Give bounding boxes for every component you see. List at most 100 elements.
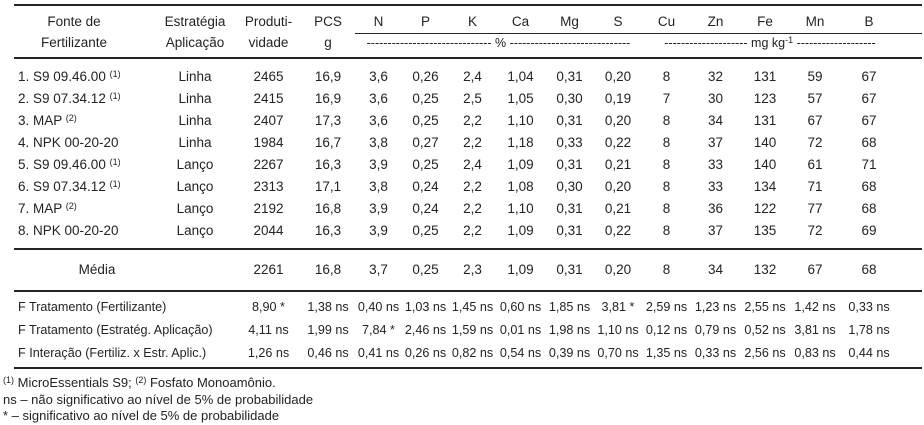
cell-zn: 37 [707, 223, 724, 238]
footnote-ns: ns – não significativo ao nível de 5% de… [3, 391, 314, 407]
cell-b: 68 [861, 135, 877, 150]
cell-p: 0,25 [412, 113, 439, 128]
cell-mn: 59 [807, 69, 823, 84]
cell-fe: 123 [753, 91, 777, 106]
cell-media-s: 0,20 [594, 248, 642, 292]
cell-mn: 77 [807, 201, 823, 216]
cell-mg: 0,31 [556, 223, 583, 238]
cell-k: 2,4 [463, 157, 482, 172]
col-header-produtividade-line2: vidade [236, 33, 301, 59]
cell-ca: 1,04 [507, 69, 534, 84]
cell-mn: 61 [807, 157, 823, 172]
cell-pcs: 17,1 [314, 179, 342, 194]
cell-media-n: 3,7 [355, 248, 402, 292]
cell-mg: 0,31 [556, 201, 583, 216]
cell-media-p: 0,25 [402, 248, 449, 292]
cell-b: 68 [861, 201, 877, 216]
f-test-rows: F Tratamento (Fertilizante) 8,90 * 1,38 ns… [14, 291, 922, 368]
cell-produtividade: 2313 [253, 179, 284, 194]
cell-f-produtividade: 8,90 * [252, 300, 285, 314]
cell-s: 0,19 [604, 91, 632, 106]
fertilizer-source-label: 8. NPK 00-20-20 [18, 223, 119, 238]
cell-cu: 7 [662, 91, 671, 106]
col-header-cu: Cu [642, 5, 691, 34]
col-header-p: P [402, 5, 449, 34]
cell-f-n: 0,41 ns [357, 346, 400, 360]
cell-f-cu: 1,35 ns [645, 346, 688, 360]
table-row: 4. NPK 00-20-20 Linha 1984 16,7 3,8 0,27 2,2 1,… [14, 132, 922, 154]
header-row-2: Fertilizante Aplicação vidade g --------… [14, 33, 922, 59]
cell-f-mg: 1,98 ns [548, 323, 591, 337]
cell-s: 0,21 [604, 157, 632, 172]
cell-f-mn: 0,83 ns [794, 346, 836, 360]
cell-ca: 1,10 [507, 201, 534, 216]
cell-f-pcs: 1,99 ns [307, 323, 349, 337]
col-header-mg: Mg [545, 5, 594, 34]
col-header-fonte-line2: Fertilizante [14, 33, 154, 59]
cell-mn: 57 [807, 91, 823, 106]
cell-fonte: 7. MAP (2) [14, 198, 154, 220]
cell-ca: 1,08 [507, 179, 534, 194]
cell-f-label: F Tratamento (Fertilizante) [18, 300, 167, 314]
cell-p: 0,24 [412, 201, 439, 216]
cell-k: 2,2 [463, 135, 482, 150]
table-row: 1. S9 09.46.00 (1) Linha 2465 16,9 3,6 0,26 2,… [14, 58, 922, 88]
cell-n: 3,8 [369, 179, 388, 194]
cell-f-mg: 1,85 ns [548, 300, 591, 314]
cell-media-pcs: 16,8 [301, 248, 355, 292]
cell-s: 0,20 [604, 113, 632, 128]
cell-media-label: Média [14, 248, 154, 292]
cell-pcs: 16,9 [314, 69, 342, 84]
col-header-mn: Mn [790, 5, 840, 34]
cell-cu: 8 [662, 135, 671, 150]
cell-k: 2,2 [463, 179, 482, 194]
cell-estrategia: Linha [178, 113, 212, 128]
cell-f-s: 1,10 ns [597, 323, 639, 337]
cell-f-mn: 3,81 ns [794, 323, 836, 337]
cell-ca: 1,05 [507, 91, 534, 106]
cell-f-label: F Tratamento (Estratég. Aplicação) [18, 323, 213, 337]
cell-zn: 34 [707, 113, 724, 128]
fertilizer-results-table: Fonte de Estratégia Produti- PCS N P K C… [14, 4, 922, 369]
cell-fe: 131 [753, 69, 777, 84]
cell-f-produtividade: 4,11 ns [248, 323, 289, 337]
cell-ca: 1,09 [507, 157, 534, 172]
col-header-pcs-line1: PCS [314, 14, 342, 30]
unit-mg-kg: -------------------- mg kg-1 -----------… [642, 33, 922, 59]
fertilizer-source-label: 6. S9 07.34.12 [18, 179, 110, 194]
cell-k: 2,2 [463, 201, 482, 216]
cell-f-fe: 2,55 ns [744, 300, 786, 314]
cell-b: 67 [861, 69, 877, 84]
cell-estrategia: Linha [178, 91, 212, 106]
cell-produtividade: 2267 [253, 157, 284, 172]
cell-fonte: 1. S9 09.46.00 (1) [14, 58, 154, 88]
cell-cu: 8 [662, 223, 671, 238]
cell-media-ca: 1,09 [496, 248, 545, 292]
col-header-fonte-line1: Fonte de [47, 14, 101, 30]
cell-k: 2,2 [463, 113, 482, 128]
cell-cu: 8 [662, 201, 671, 216]
cell-mn: 71 [807, 179, 823, 194]
cell-media-zn: 34 [691, 248, 740, 292]
cell-f-n: 0,40 ns [357, 300, 400, 314]
fertilizer-source-label: 5. S9 09.46.00 [18, 157, 110, 172]
cell-mg: 0,31 [556, 69, 583, 84]
cell-produtividade: 2465 [253, 69, 284, 84]
cell-estrategia: Lanço [176, 157, 214, 172]
cell-cu: 8 [662, 179, 671, 194]
cell-mg: 0,31 [556, 157, 583, 172]
cell-f-mn: 1,42 ns [794, 300, 836, 314]
col-header-estrategia-line1: Estratégia [164, 14, 226, 30]
cell-f-zn: 0,79 ns [694, 323, 737, 337]
cell-fonte: 6. S9 07.34.12 (1) [14, 176, 154, 198]
cell-p: 0,24 [412, 179, 439, 194]
col-header-pcs-line2: g [301, 33, 355, 59]
header-row-1: Fonte de Estratégia Produti- PCS N P K C… [14, 5, 922, 34]
cell-n: 3,9 [369, 201, 388, 216]
cell-mg: 0,33 [556, 135, 583, 150]
cell-mg: 0,30 [556, 91, 583, 106]
table-header: Fonte de Estratégia Produti- PCS N P K C… [14, 5, 922, 59]
cell-p: 0,25 [412, 223, 439, 238]
cell-f-ca: 0,01 ns [499, 323, 542, 337]
cell-s: 0,20 [604, 69, 632, 84]
